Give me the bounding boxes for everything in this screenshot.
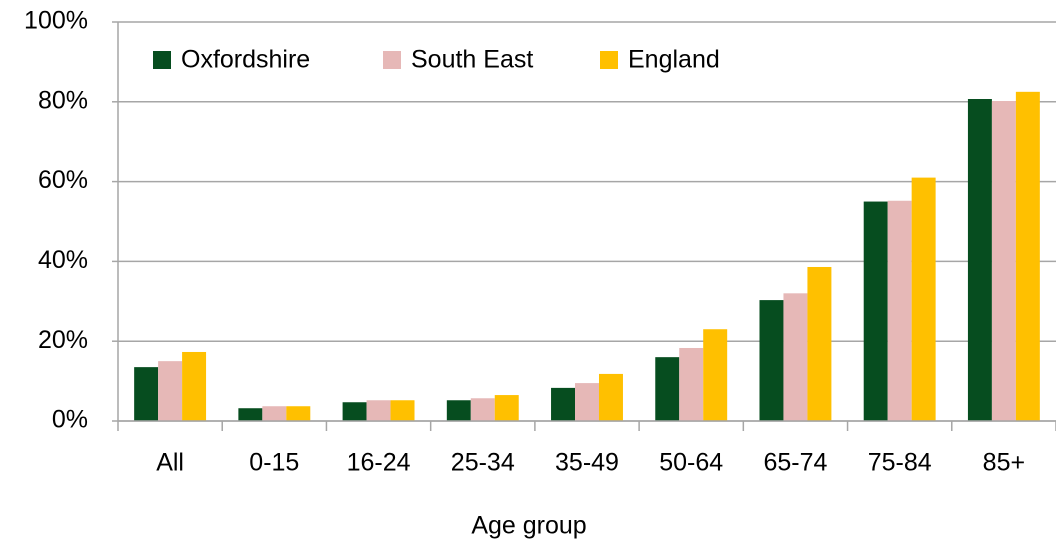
bar	[967, 99, 992, 421]
x-tick-label: 85+	[983, 449, 1025, 477]
bar	[783, 293, 808, 421]
x-axis-label: Age group	[471, 512, 586, 540]
bar	[446, 400, 471, 421]
bar	[575, 383, 599, 421]
bar	[182, 351, 207, 421]
x-tick-label: 75-84	[868, 449, 932, 477]
legend-label: Oxfordshire	[181, 46, 310, 74]
y-tick-label: 60%	[38, 166, 88, 194]
y-tick-label: 100%	[24, 7, 88, 35]
y-tick-label: 0%	[52, 406, 88, 434]
y-tick-label: 40%	[38, 246, 88, 274]
bar	[390, 400, 415, 421]
x-tick-label: 35-49	[555, 449, 619, 477]
y-tick-label: 80%	[38, 86, 88, 114]
bar	[286, 406, 311, 421]
legend-label: South East	[411, 46, 533, 74]
legend-swatch	[383, 51, 401, 69]
x-tick-label: 16-24	[347, 449, 411, 477]
bar	[366, 400, 391, 421]
bar	[807, 266, 832, 421]
bar	[134, 367, 159, 421]
x-tick-label: 65-74	[763, 449, 827, 477]
x-tick-label: 25-34	[451, 449, 515, 477]
bar	[911, 177, 936, 421]
bar	[598, 373, 623, 421]
x-tick-label: 50-64	[659, 449, 723, 477]
y-tick-label: 20%	[38, 326, 88, 354]
legend-swatch	[600, 51, 618, 69]
legend-label: England	[628, 46, 720, 74]
bar	[551, 387, 576, 421]
bar	[1015, 91, 1040, 421]
x-tick-label: All	[156, 449, 184, 477]
bar	[679, 347, 704, 421]
bar	[655, 357, 680, 421]
bar	[158, 361, 183, 421]
bar	[470, 398, 495, 421]
bar	[262, 406, 287, 421]
bar	[863, 201, 888, 421]
bar	[494, 395, 519, 421]
bar	[887, 200, 912, 421]
legend-swatch	[153, 51, 171, 69]
bar	[238, 408, 263, 421]
bar	[759, 300, 784, 421]
bar	[991, 101, 1016, 421]
x-tick-label: 0-15	[249, 449, 299, 477]
bar	[703, 329, 728, 421]
bar	[342, 402, 367, 421]
